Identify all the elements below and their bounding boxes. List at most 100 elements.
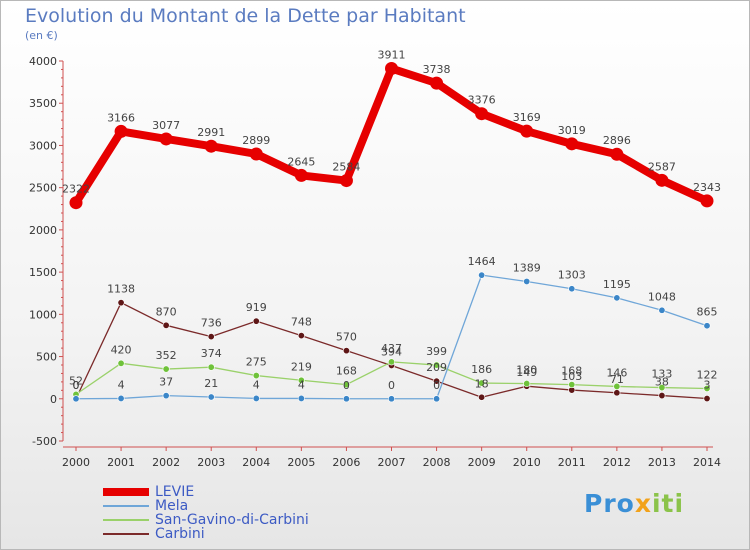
data-label-mela: 0 — [433, 379, 440, 392]
x-tick-label: 2003 — [197, 456, 225, 469]
data-label-san-gavino-di-carbini: 133 — [651, 368, 672, 381]
data-label-carbini: 736 — [201, 317, 222, 330]
data-point-mela — [72, 395, 80, 403]
data-point-levie — [339, 174, 353, 188]
data-point-san-gavino-di-carbini — [523, 380, 531, 388]
data-label-san-gavino-di-carbini: 352 — [156, 349, 177, 362]
data-point-san-gavino-di-carbini — [117, 359, 125, 367]
x-tick-label: 2008 — [423, 456, 451, 469]
data-label-levie: 3169 — [513, 111, 541, 124]
data-label-mela: 4 — [118, 378, 125, 391]
data-label-mela: 4 — [253, 378, 260, 391]
data-point-levie — [565, 137, 579, 151]
data-point-carbini — [342, 347, 350, 355]
data-label-levie: 3077 — [152, 119, 180, 132]
data-point-levie — [249, 147, 263, 161]
data-label-carbini: 394 — [381, 346, 402, 359]
data-label-levie: 2991 — [197, 126, 225, 139]
legend-swatch-carbini — [103, 533, 149, 535]
data-label-san-gavino-di-carbini: 168 — [561, 365, 582, 378]
y-tick-label: 2000 — [29, 224, 57, 237]
data-point-levie — [204, 139, 218, 153]
data-point-levie — [159, 132, 173, 146]
data-label-carbini: 870 — [156, 305, 177, 318]
x-tick-label: 2009 — [468, 456, 496, 469]
data-point-carbini — [117, 299, 125, 307]
data-point-san-gavino-di-carbini — [433, 361, 441, 369]
data-label-levie: 3738 — [423, 63, 451, 76]
data-point-levie — [430, 76, 444, 90]
data-point-mela — [387, 395, 395, 403]
data-point-san-gavino-di-carbini — [613, 382, 621, 390]
data-label-carbini: 3 — [704, 379, 711, 392]
y-tick-label: -500 — [32, 435, 57, 448]
x-tick-label: 2007 — [378, 456, 406, 469]
data-label-mela: 0 — [388, 379, 395, 392]
data-label-san-gavino-di-carbini: 186 — [471, 363, 492, 376]
x-tick-label: 2001 — [107, 456, 135, 469]
data-point-mela — [207, 393, 215, 401]
data-label-carbini: 209 — [426, 361, 447, 374]
y-tick-label: 0 — [50, 393, 57, 406]
data-label-san-gavino-di-carbini: 420 — [111, 343, 132, 356]
x-tick-label: 2013 — [648, 456, 676, 469]
data-point-mela — [478, 271, 486, 279]
data-point-san-gavino-di-carbini — [252, 372, 260, 380]
x-tick-label: 2014 — [693, 456, 721, 469]
data-label-san-gavino-di-carbini: 374 — [201, 347, 222, 360]
legend-item-carbini: Carbini — [103, 526, 309, 542]
legend-label-san-gavino-di-carbini: San-Gavino-di-Carbini — [155, 512, 309, 528]
data-point-mela — [117, 394, 125, 402]
data-label-levie: 2343 — [693, 181, 721, 194]
data-point-mela — [613, 294, 621, 302]
data-point-carbini — [207, 333, 215, 341]
data-label-san-gavino-di-carbini: 146 — [606, 366, 627, 379]
data-point-levie — [520, 124, 534, 138]
legend-item-mela: Mela — [103, 498, 309, 514]
y-tick-label: 3500 — [29, 97, 57, 110]
x-tick-label: 2005 — [287, 456, 315, 469]
data-point-levie — [655, 173, 669, 187]
data-label-levie: 2645 — [287, 155, 315, 168]
data-label-carbini: 18 — [475, 377, 489, 390]
data-label-levie: 2587 — [648, 160, 676, 173]
logo-part-3: iti — [651, 489, 685, 518]
legend-item-san-gavino-di-carbini: San-Gavino-di-Carbini — [103, 512, 309, 528]
data-label-levie: 2899 — [242, 134, 270, 147]
data-label-san-gavino-di-carbini: 52 — [69, 374, 83, 387]
x-tick-label: 2006 — [332, 456, 360, 469]
data-label-carbini: 1138 — [107, 283, 135, 296]
data-label-levie: 2584 — [332, 161, 360, 174]
data-label-mela: 1303 — [558, 269, 586, 282]
data-point-san-gavino-di-carbini — [207, 363, 215, 371]
data-label-san-gavino-di-carbini: 219 — [291, 360, 312, 373]
x-tick-label: 2002 — [152, 456, 180, 469]
data-point-carbini — [297, 332, 305, 340]
chart-subtitle: (en €) — [25, 29, 58, 42]
logo-part-1: Pro — [584, 489, 635, 518]
data-point-mela — [433, 395, 441, 403]
data-label-carbini: 748 — [291, 316, 312, 329]
data-point-san-gavino-di-carbini — [387, 358, 395, 366]
data-label-carbini: 570 — [336, 331, 357, 344]
data-label-mela: 4 — [298, 378, 305, 391]
data-point-san-gavino-di-carbini — [658, 384, 666, 392]
data-label-levie: 3911 — [378, 49, 406, 62]
y-tick-label: 4000 — [29, 55, 57, 68]
data-point-san-gavino-di-carbini — [162, 365, 170, 373]
data-point-san-gavino-di-carbini — [703, 384, 711, 392]
data-point-san-gavino-di-carbini — [478, 379, 486, 387]
data-label-mela: 865 — [697, 306, 718, 319]
x-tick-label: 2010 — [513, 456, 541, 469]
data-label-san-gavino-di-carbini: 180 — [516, 364, 537, 377]
data-point-levie — [475, 107, 489, 121]
data-label-mela: 0 — [343, 379, 350, 392]
data-label-san-gavino-di-carbini: 275 — [246, 356, 267, 369]
legend-swatch-levie — [103, 488, 149, 496]
legend-swatch-mela — [103, 505, 149, 507]
legend-label-levie: LEVIE — [155, 484, 195, 500]
data-point-san-gavino-di-carbini — [342, 381, 350, 389]
legend-label-carbini: Carbini — [155, 526, 205, 542]
data-point-san-gavino-di-carbini — [568, 381, 576, 389]
data-point-mela — [162, 392, 170, 400]
